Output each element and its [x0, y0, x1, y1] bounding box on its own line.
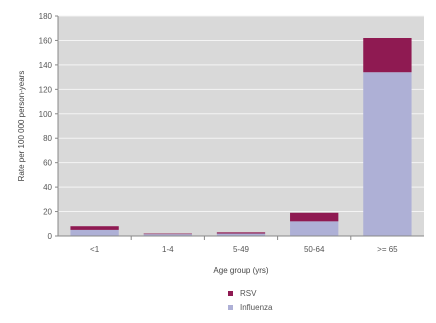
bar-influenza-1	[143, 234, 192, 236]
y-tick-label: 0	[48, 232, 53, 241]
x-tick-label: <1	[90, 245, 100, 254]
y-tick-label: 20	[43, 208, 52, 217]
y-tick-label: 100	[39, 110, 53, 119]
y-tick-label: 140	[39, 61, 53, 70]
y-tick-label: 60	[43, 159, 52, 168]
bar-rsv-2	[216, 232, 266, 234]
y-tick-label: 180	[39, 12, 53, 21]
y-axis-title: Rate per 100 000 person-years	[17, 71, 26, 182]
bar-rsv-1	[143, 233, 192, 235]
x-tick-label: 1-4	[162, 245, 174, 254]
bars	[70, 38, 412, 236]
bar-rsv-4	[363, 38, 412, 73]
x-axis-ticks: <1 1-4 5-49 50-64 >= 65	[90, 236, 398, 254]
x-tick-label: 50-64	[304, 245, 325, 254]
bar-influenza-4	[363, 72, 412, 236]
x-tick-label: >= 65	[377, 245, 398, 254]
bar-rsv-3	[290, 212, 339, 222]
bar-rsv-0	[70, 226, 119, 230]
x-axis-title: Age group (yrs)	[213, 266, 268, 275]
bar-influenza-3	[290, 221, 339, 236]
gridlines	[58, 15, 424, 213]
y-tick-label: 160	[39, 36, 53, 45]
y-tick-label: 120	[39, 85, 53, 94]
plot-area	[58, 16, 424, 236]
bar-influenza-0	[70, 229, 119, 236]
legend-label-influenza: Influenza	[240, 303, 273, 312]
x-tick-label: 5-49	[233, 245, 250, 254]
y-tick-label: 80	[43, 134, 52, 143]
legend: RSV Influenza	[228, 289, 273, 312]
legend-swatch-influenza	[228, 305, 233, 310]
y-axis-ticks: 0 20 40 60 80 100 120 140 160 180	[39, 12, 58, 241]
legend-swatch-rsv	[228, 291, 233, 296]
bar-influenza-2	[216, 233, 266, 236]
legend-label-rsv: RSV	[240, 289, 257, 298]
y-tick-label: 40	[43, 183, 52, 192]
